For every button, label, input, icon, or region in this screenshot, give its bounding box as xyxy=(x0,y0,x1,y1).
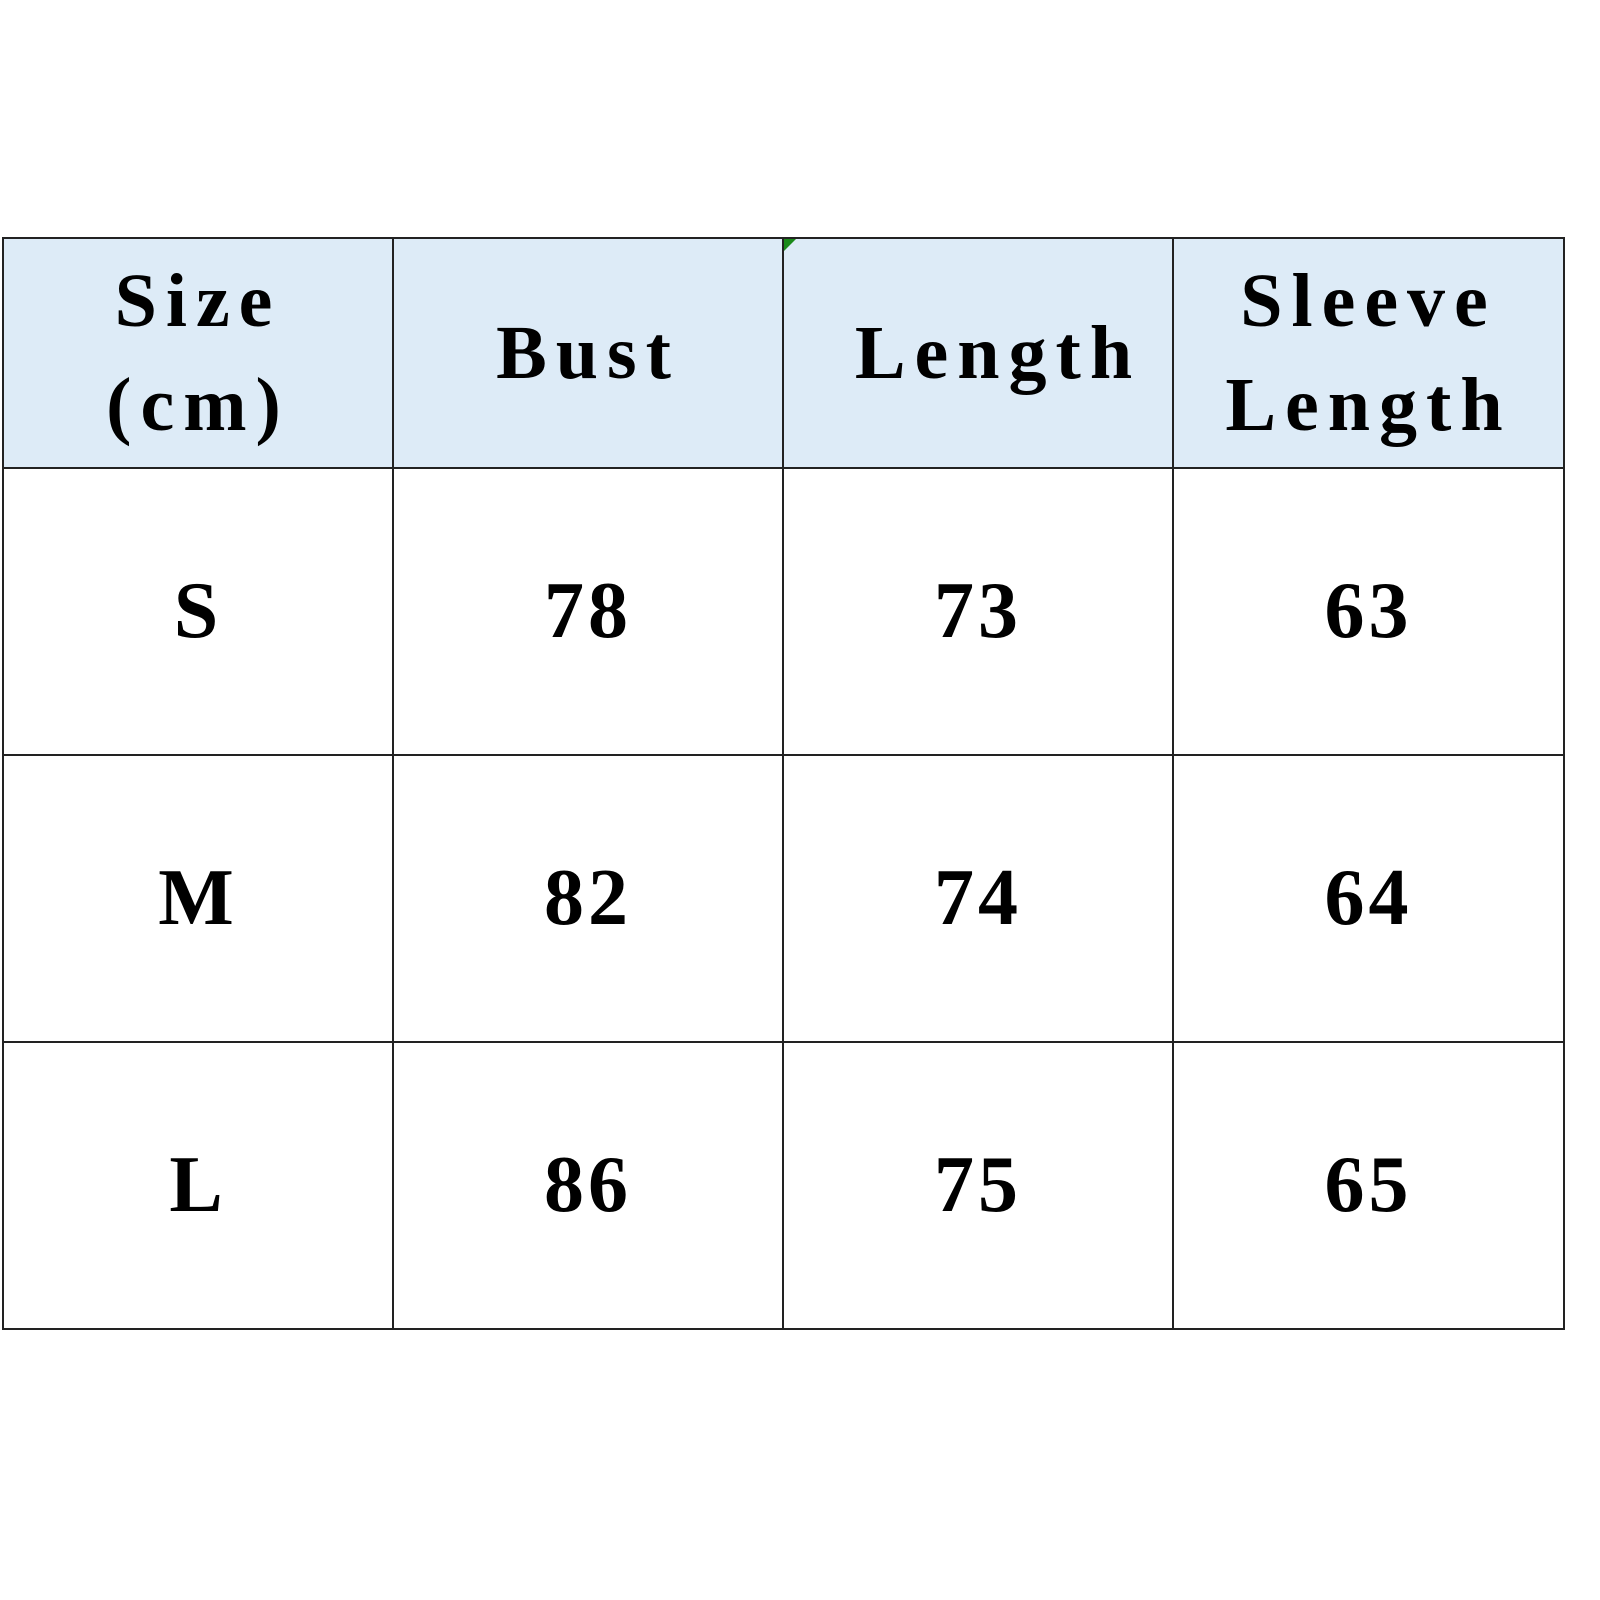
cell-length: 75 xyxy=(782,1041,1174,1330)
cell-bust: 82 xyxy=(392,754,784,1043)
cell-length: 73 xyxy=(782,467,1174,756)
cell-sleeve-length: 64 xyxy=(1172,754,1565,1043)
header-sleeve-length: Sleeve Length xyxy=(1172,237,1565,469)
header-size: Size (cm) xyxy=(2,237,394,469)
cell-size: S xyxy=(2,467,394,756)
size-chart-table: Size (cm) Bust Length Sleeve Length S 78… xyxy=(2,237,1565,1330)
header-length: Length xyxy=(782,237,1174,469)
cell-sleeve-length: 63 xyxy=(1172,467,1565,756)
cell-sleeve-length: 65 xyxy=(1172,1041,1565,1330)
cell-bust: 86 xyxy=(392,1041,784,1330)
table-row: L 86 75 65 xyxy=(2,1041,1565,1330)
cell-size: L xyxy=(2,1041,394,1330)
cell-size: M xyxy=(2,754,394,1043)
cell-length: 74 xyxy=(782,754,1174,1043)
comment-marker-icon xyxy=(784,239,796,251)
table-row: M 82 74 64 xyxy=(2,754,1565,1043)
table-row: S 78 73 63 xyxy=(2,467,1565,756)
header-row: Size (cm) Bust Length Sleeve Length xyxy=(2,237,1565,469)
header-bust: Bust xyxy=(392,237,784,469)
cell-bust: 78 xyxy=(392,467,784,756)
